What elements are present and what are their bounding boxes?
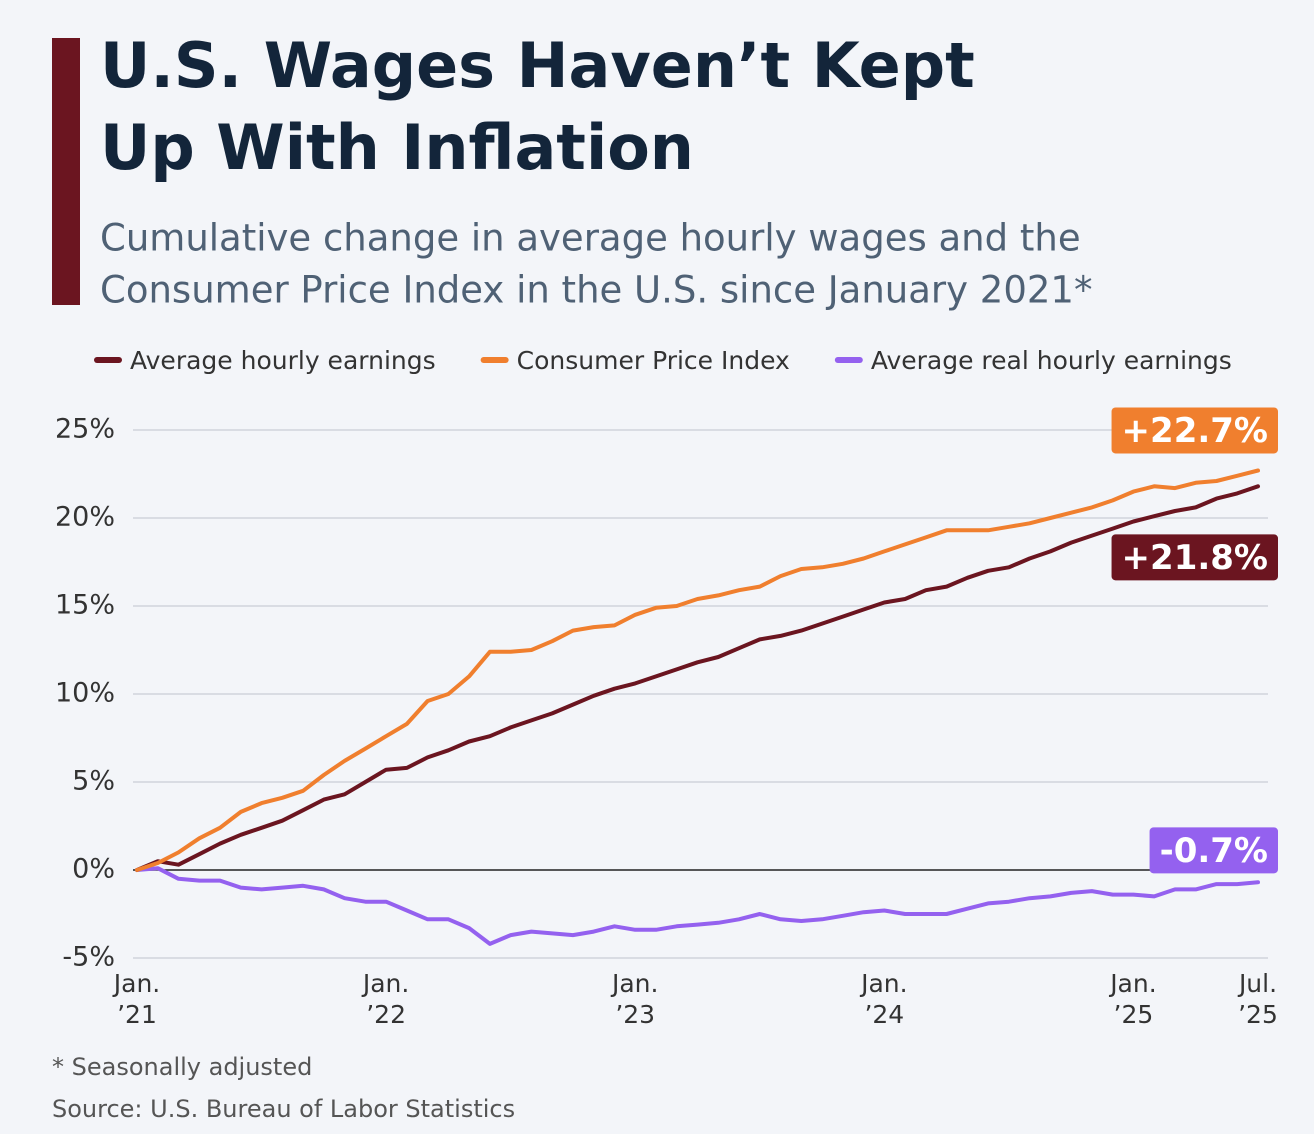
end-label: -0.7%	[1149, 827, 1278, 874]
source: Source: U.S. Bureau of Labor Statistics	[52, 1095, 515, 1123]
chart-title: Up With Inflation	[100, 111, 694, 184]
end-label-box	[1111, 534, 1278, 581]
accent-bar	[52, 38, 80, 305]
x-tick-label: Jan. ’24	[861, 969, 908, 1029]
footnote: * Seasonally adjusted	[52, 1053, 312, 1081]
legend-label: Average hourly earnings	[130, 346, 436, 375]
chart-subtitle: Consumer Price Index in the U.S. since J…	[100, 269, 1092, 312]
series-line	[135, 468, 1260, 872]
series-line	[135, 484, 1260, 872]
end-label: +21.8%	[1111, 534, 1278, 581]
x-tick-label: Jan. ’21	[113, 969, 161, 1029]
end-label-text: +22.7%	[1122, 411, 1268, 451]
end-label-box	[1111, 407, 1278, 454]
y-tick-label: -5%	[62, 942, 115, 973]
y-tick-label: 25%	[55, 414, 115, 445]
chart-subtitle: Cumulative change in average hourly wage…	[100, 217, 1081, 260]
end-label-text: -0.7%	[1160, 831, 1268, 871]
end-label-text: +21.8%	[1122, 538, 1268, 578]
end-label-box	[1149, 827, 1278, 874]
y-tick-label: 20%	[55, 502, 115, 533]
y-tick-label: 5%	[72, 766, 115, 797]
legend-label: Average real hourly earnings	[871, 346, 1232, 375]
chart-title: U.S. Wages Haven’t Kept	[100, 29, 975, 102]
legend-label: Consumer Price Index	[517, 346, 790, 375]
y-tick-label: 15%	[55, 590, 115, 621]
x-tick-label: Jan. ’22	[362, 969, 410, 1029]
x-tick-label: Jan. ’23	[611, 969, 659, 1029]
x-tick-label: Jul. ’25	[1238, 969, 1278, 1029]
x-tick-label: Jan. ’25	[1110, 969, 1157, 1029]
y-tick-label: 0%	[72, 854, 115, 885]
y-tick-label: 10%	[55, 678, 115, 709]
series-line	[135, 866, 1260, 946]
end-label: +22.7%	[1111, 407, 1278, 454]
